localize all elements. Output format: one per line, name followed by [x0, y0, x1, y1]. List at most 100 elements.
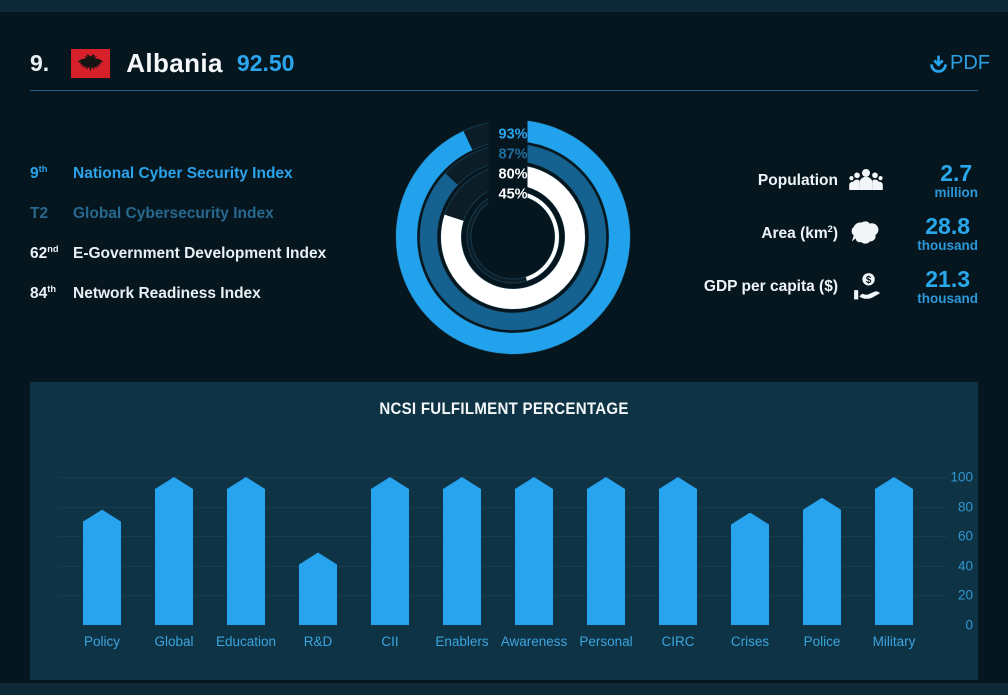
ranking-position: 9th — [30, 164, 48, 183]
donut-ring-label: 87% — [499, 147, 528, 163]
stat-value: 21.3 — [925, 265, 970, 292]
stat-unit: thousand — [917, 237, 978, 253]
gdp-hand-money-icon: $ — [838, 272, 894, 301]
gridline — [786, 442, 787, 625]
gridline — [58, 477, 948, 478]
y-axis-tick-label: 80 — [957, 499, 973, 515]
chart-bar — [155, 477, 193, 625]
ranking-index-label[interactable]: National Cyber Security Index — [73, 165, 293, 183]
chart-bar — [659, 477, 697, 625]
bar-category-label: Military — [872, 634, 916, 649]
stat-unit: thousand — [917, 290, 978, 306]
bar-category-label: Enablers — [435, 634, 489, 649]
stat-row: Area (km2) 28.8 thousand — [700, 207, 978, 260]
ordinal-suffix: th — [47, 284, 57, 294]
stat-row: GDP per capita ($) $ 21.3 thousand — [700, 260, 978, 313]
gridline — [930, 442, 931, 625]
y-axis-tick-label: 40 — [957, 558, 973, 574]
download-pdf-link[interactable]: PDF — [928, 52, 990, 75]
chart-bar — [515, 477, 553, 625]
area-map-icon — [838, 220, 894, 247]
bar-chart-title: NCSI FULFILMENT PERCENTAGE — [379, 400, 629, 419]
gridline — [426, 442, 427, 625]
ncsi-score: 92.50 — [236, 49, 295, 76]
chart-bar — [443, 477, 481, 625]
stat-unit: million — [934, 184, 979, 200]
header-divider — [30, 90, 978, 91]
gridline — [642, 442, 643, 625]
gridline — [58, 565, 948, 567]
bar-category-label: R&D — [303, 634, 333, 649]
chart-bar — [803, 497, 841, 625]
bar-category-label: Crises — [730, 634, 770, 649]
bar-category-label: Personal — [579, 634, 633, 649]
stat-value: 28.8 — [925, 212, 970, 239]
gridline — [138, 442, 139, 625]
bar-category-label: Police — [803, 634, 841, 649]
chart-bar — [227, 477, 265, 625]
chart-bar — [299, 552, 337, 625]
bar-category-label: Awareness — [500, 634, 568, 649]
page-title-country-name: Albania — [126, 47, 223, 78]
country-header: 9. Albania 92.50 PDF — [30, 40, 990, 86]
bar-category-label: Global — [154, 634, 194, 649]
stat-label: Area (km2) — [761, 223, 838, 243]
bar-category-label: Policy — [83, 634, 121, 649]
gridline — [570, 442, 571, 625]
y-axis-tick-label: 20 — [957, 587, 973, 603]
gridline — [66, 442, 67, 625]
gridline — [354, 442, 355, 625]
stat-label: Population — [757, 172, 838, 190]
y-axis-tick-label: 60 — [957, 528, 973, 544]
gridline — [282, 442, 283, 625]
download-icon — [930, 55, 947, 73]
gridline — [714, 442, 715, 625]
fulfilment-bar-chart: Policy Global Education R&D CII Enablers Aware… — [30, 382, 978, 680]
svg-text:$: $ — [865, 275, 871, 286]
chart-bar — [371, 477, 409, 625]
gridline — [58, 536, 948, 538]
country-rank: 9. — [30, 49, 50, 76]
fulfilment-panel: NCSI FULFILMENT PERCENTAGE Policy Global E… — [30, 382, 978, 680]
bar-category-label: CII — [381, 634, 399, 649]
pdf-link-label: PDF — [950, 51, 990, 74]
ncsi-donut-chart: 93% 87% 80% 45% — [395, 117, 631, 355]
country-stats: Population 2.7 million Area (km2) 28.8 t… — [700, 154, 978, 313]
stat-value-block: 2.7 million — [934, 160, 979, 200]
donut-ring-label: 93% — [499, 127, 528, 143]
ordinal-suffix: nd — [47, 244, 59, 254]
ranking-position: 62nd — [30, 244, 59, 263]
ranking-index-label: Network Readiness Index — [73, 285, 261, 303]
ranking-index-label[interactable]: Global Cybersecurity Index — [73, 205, 274, 223]
stat-value-block: 21.3 thousand — [917, 265, 978, 306]
index-rankings-list: 9th National Cyber Security Index T2 Glo… — [30, 164, 380, 324]
stat-value-block: 28.8 thousand — [917, 212, 978, 253]
gridline — [58, 506, 948, 508]
ordinal-suffix: th — [38, 164, 48, 174]
y-axis-tick-label: 100 — [950, 469, 973, 485]
ranking-index-label: E-Government Development Index — [73, 245, 327, 263]
y-axis-tick-label: 0 — [965, 617, 973, 633]
gridline — [210, 442, 211, 625]
ranking-row: 9th National Cyber Security Index — [30, 164, 380, 186]
donut-ring-label: 80% — [499, 167, 528, 183]
gridline — [58, 595, 948, 597]
double-headed-eagle-icon — [78, 54, 104, 72]
gridline — [858, 442, 859, 625]
population-people-icon — [838, 168, 894, 193]
ranking-row: 62nd E-Government Development Index — [30, 244, 380, 266]
stat-row: Population 2.7 million — [700, 154, 978, 207]
ranking-row: 84th Network Readiness Index — [30, 284, 380, 306]
ranking-row: T2 Global Cybersecurity Index — [30, 204, 380, 226]
chart-bar — [875, 477, 913, 625]
ranking-position: 84th — [30, 284, 57, 303]
albania-flag-icon — [71, 48, 111, 78]
chart-bar — [587, 477, 625, 625]
bar-category-label: CIRC — [661, 634, 695, 649]
ranking-position: T2 — [30, 205, 49, 223]
gridline — [498, 442, 499, 625]
stat-label: GDP per capita ($) — [703, 278, 838, 296]
donut-ring-label: 45% — [499, 187, 528, 203]
chart-bar — [83, 509, 121, 625]
